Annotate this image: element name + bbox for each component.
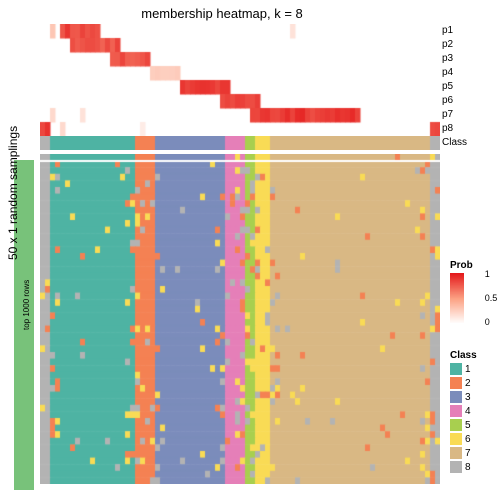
row-labels: p1p2p3p4p5p6p7p8Class	[442, 24, 467, 150]
probability-heatmap	[40, 24, 440, 136]
chart-title: membership heatmap, k = 8	[0, 6, 444, 21]
heatmap-main	[40, 24, 440, 492]
class-row-heatmap	[40, 136, 440, 150]
samplings-heatmap	[40, 154, 440, 484]
legend-prob: Prob 10.50	[450, 260, 500, 323]
legend-class: Class 12345678	[450, 350, 500, 475]
ylabel-samplings: 50 x 1 random samplings	[6, 126, 20, 260]
ylabel-rows: top 1000 rows	[22, 280, 31, 330]
